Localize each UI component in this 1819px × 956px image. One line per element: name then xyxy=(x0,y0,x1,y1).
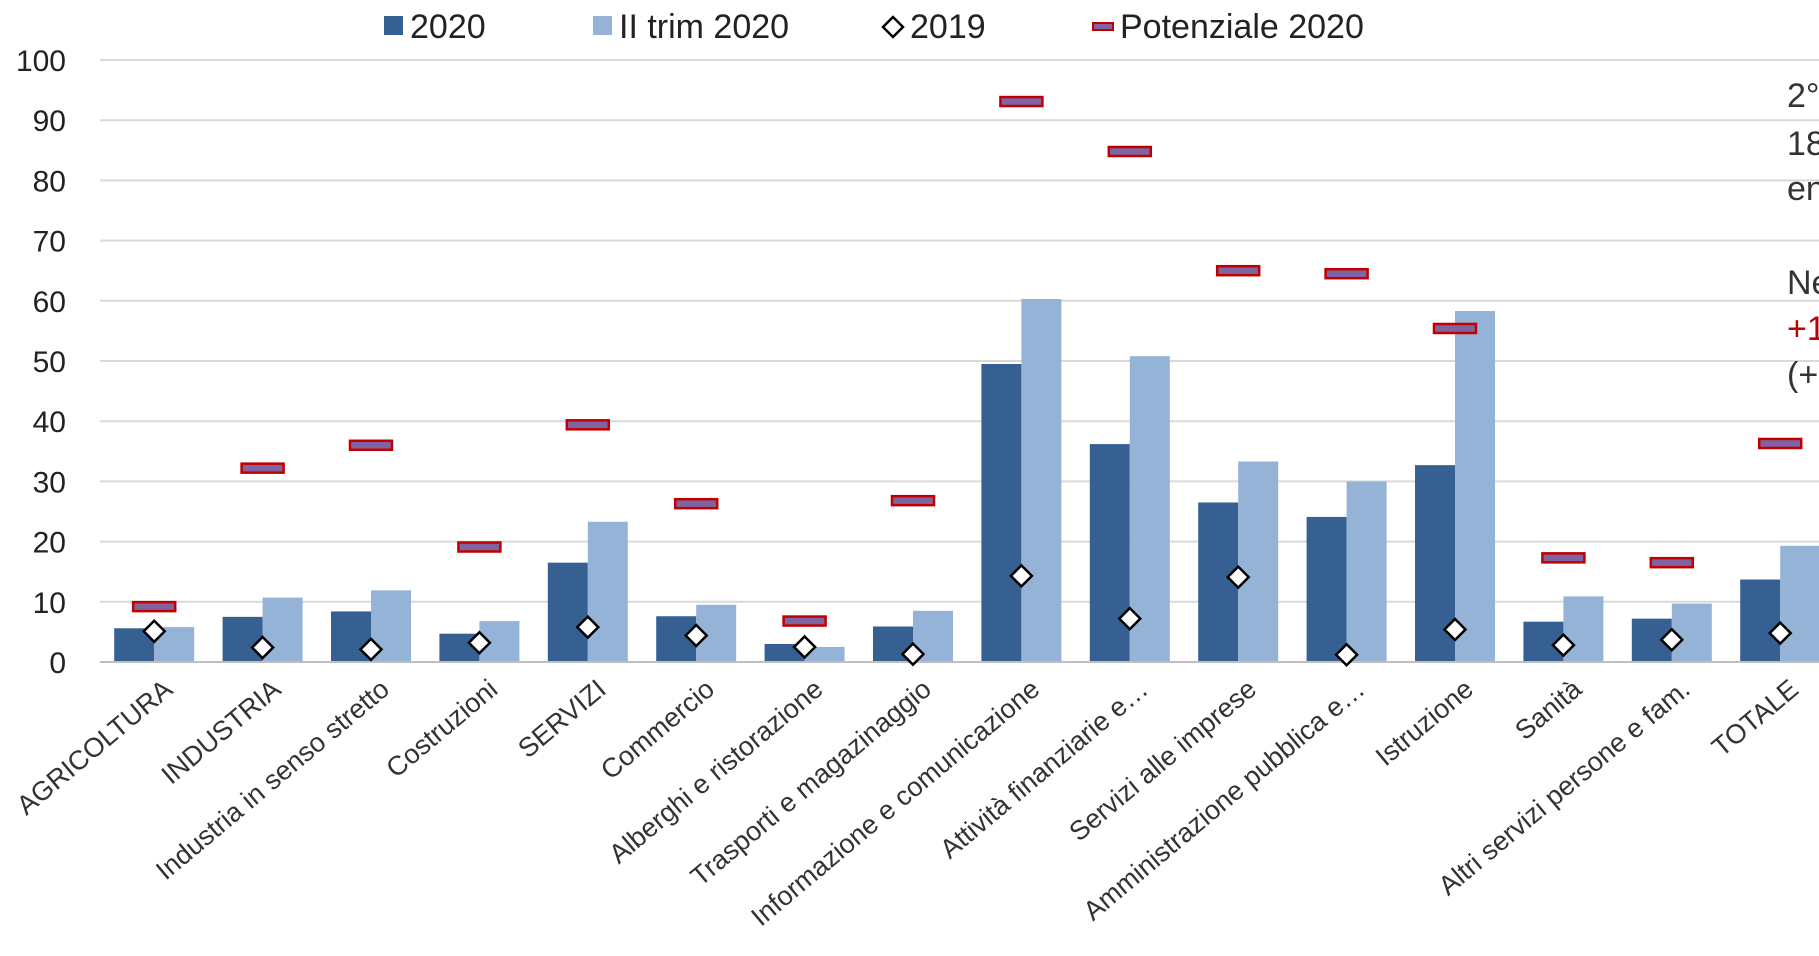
x-tick-label-attivita-finanziarie-e: Attività finanziarie e… xyxy=(934,674,1153,865)
y-tick-label-70: 70 xyxy=(33,226,66,259)
y-tick-label-90: 90 xyxy=(33,105,66,138)
marker-2019-istruzione xyxy=(1442,617,1468,642)
marker-potenziale-2020-servizi xyxy=(565,419,611,431)
y-tick-label-60: 60 xyxy=(33,286,66,319)
side-annotation: 2° 18 en Ne +1 (+ xyxy=(1787,77,1819,394)
legend: 2020 II trim 2020 2019 Potenziale 2020 xyxy=(384,8,1364,46)
marker-potenziale-2020-industria-in-senso-stretto xyxy=(348,439,394,452)
bar-ii-trim-2020-totale xyxy=(1780,545,1819,662)
bar-ii-trim-2020-attivita-finanziarie-e xyxy=(1129,356,1170,662)
y-tick-label-20: 20 xyxy=(33,527,66,560)
bar-ii-trim-2020-informazione-e-comunicazione xyxy=(1021,298,1062,662)
bar-ii-trim-2020-sanita xyxy=(1563,596,1604,662)
x-tick-label-costruzioni: Costruzioni xyxy=(381,674,504,784)
marker-2019-agricoltura xyxy=(141,619,167,644)
x-tick-label-alberghi-e-ristorazione: Alberghi e ristorazione xyxy=(603,674,828,870)
legend-label-2019: 2019 xyxy=(910,8,986,46)
bar-ii-trim-2020-amministrazione-pubblica-e xyxy=(1346,481,1387,662)
y-tick-label-10: 10 xyxy=(33,587,66,620)
marker-potenziale-2020-agricoltura xyxy=(131,600,177,613)
bar-2020-totale xyxy=(1740,579,1781,662)
legend-label-2020: 2020 xyxy=(410,8,486,46)
marker-potenziale-2020-sanita xyxy=(1541,552,1586,564)
y-tick-label-30: 30 xyxy=(33,466,66,499)
legend-label-ii-trim-2020: II trim 2020 xyxy=(619,8,789,46)
legend-swatch-2020 xyxy=(384,16,403,35)
marker-2019-servizi xyxy=(575,614,601,640)
gridlines xyxy=(100,59,1819,603)
marker-potenziale-2020-servizi-alle-imprese xyxy=(1215,264,1261,277)
bar-2020-informazione-e-comunicazione xyxy=(981,364,1022,662)
x-tick-label-servizi-alle-imprese: Servizi alle imprese xyxy=(1063,674,1262,847)
x-tick-label-sanita: Sanità xyxy=(1509,673,1588,746)
bar-ii-trim-2020-istruzione xyxy=(1455,311,1495,662)
side-annotation-line-2: 18 xyxy=(1787,125,1819,163)
y-tick-label-0: 0 xyxy=(49,647,66,680)
bar-2020-servizi xyxy=(547,562,588,662)
marker-2019-trasporti-e-magazinaggio xyxy=(900,641,926,667)
marker-potenziale-2020-trasporti-e-magazinaggio xyxy=(890,494,936,507)
marker-2019-industria-in-senso-stretto xyxy=(358,637,384,662)
marker-2019-alberghi-e-ristorazione xyxy=(792,634,817,660)
marker-2019-informazione-e-comunicazione xyxy=(1009,563,1034,589)
markers xyxy=(131,95,1803,668)
marker-potenziale-2020-istruzione xyxy=(1432,322,1478,335)
legend-swatch-potenziale-2020 xyxy=(1092,22,1114,31)
bars xyxy=(114,298,1819,662)
x-tick-label-servizi: SERVIZI xyxy=(512,674,611,764)
marker-potenziale-2020-totale xyxy=(1757,437,1803,450)
marker-potenziale-2020-informazione-e-comunicazione xyxy=(999,95,1044,108)
marker-2019-attivita-finanziarie-e xyxy=(1117,606,1143,631)
bar-ii-trim-2020-servizi-alle-imprese xyxy=(1238,461,1279,662)
side-annotation-line-1: 2° xyxy=(1787,77,1819,115)
marker-2019-altri-servizi-persone-e-fam xyxy=(1659,627,1685,652)
side-annotation-line-5: +1 xyxy=(1787,310,1819,348)
marker-potenziale-2020-industria xyxy=(240,462,285,474)
side-annotation-line-3: en xyxy=(1787,170,1819,208)
marker-2019-industria xyxy=(250,635,275,660)
y-tick-label-100: 100 xyxy=(16,45,66,78)
marker-potenziale-2020-altri-servizi-persone-e-fam xyxy=(1649,556,1695,569)
legend-label-potenziale-2020: Potenziale 2020 xyxy=(1120,8,1364,46)
legend-swatch-2019-diamond xyxy=(881,15,905,39)
side-annotation-line-4: Ne xyxy=(1787,264,1819,302)
marker-potenziale-2020-costruzioni xyxy=(457,541,502,553)
marker-2019-amministrazione-pubblica-e xyxy=(1334,642,1359,668)
bar-2020-attivita-finanziarie-e xyxy=(1089,444,1130,662)
bar-ii-trim-2020-servizi xyxy=(587,521,628,662)
side-annotation-line-6: (+ xyxy=(1787,356,1818,394)
x-tick-label-totale: TOTALE xyxy=(1706,674,1804,763)
marker-2019-totale xyxy=(1767,620,1793,646)
marker-potenziale-2020-commercio xyxy=(673,497,719,510)
marker-2019-servizi-alle-imprese xyxy=(1225,564,1251,590)
marker-2019-commercio xyxy=(683,623,709,648)
y-tick-label-80: 80 xyxy=(33,165,66,198)
legend-swatch-ii-trim-2020 xyxy=(593,16,612,35)
marker-2019-sanita xyxy=(1551,632,1576,658)
y-axis-tick-labels: 0 10 20 30 40 50 60 70 80 90 100 xyxy=(16,45,66,680)
marker-potenziale-2020-attivita-finanziarie-e xyxy=(1107,145,1153,158)
x-tick-label-agricoltura: AGRICOLTURA xyxy=(11,674,178,821)
y-tick-label-40: 40 xyxy=(33,406,66,439)
bar-2020-amministrazione-pubblica-e xyxy=(1306,516,1347,662)
marker-potenziale-2020-amministrazione-pubblica-e xyxy=(1324,267,1369,280)
x-tick-label-istruzione: Istruzione xyxy=(1370,674,1479,772)
y-tick-label-50: 50 xyxy=(33,346,66,379)
bar-ii-trim-2020-alberghi-e-ristorazione xyxy=(804,646,845,662)
marker-2019-costruzioni xyxy=(467,630,492,656)
bar-2020-industria xyxy=(222,616,263,662)
bar-ii-trim-2020-altri-servizi-persone-e-fam xyxy=(1671,603,1712,662)
marker-potenziale-2020-alberghi-e-ristorazione xyxy=(782,615,827,627)
